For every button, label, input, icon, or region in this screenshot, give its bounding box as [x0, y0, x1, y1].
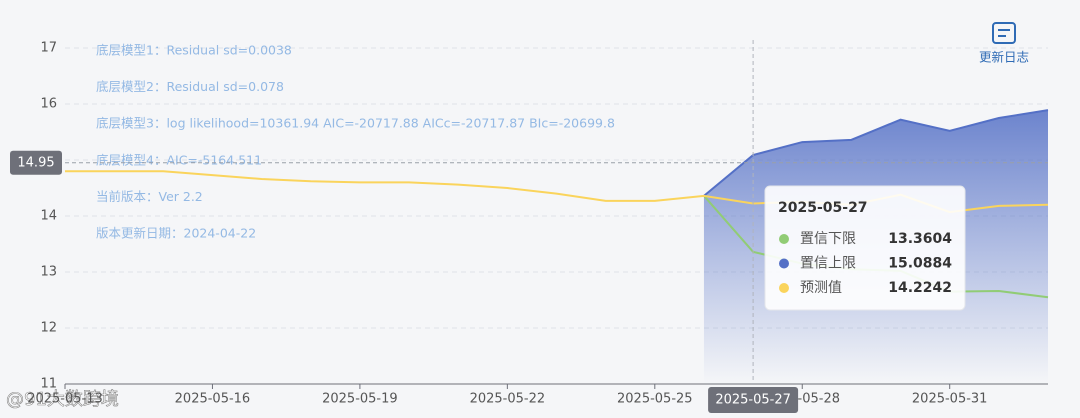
pointer-x-box [708, 387, 799, 413]
tooltip-dot [779, 234, 789, 244]
tooltip-value: 15.0884 [888, 256, 952, 272]
y-tick-label: 13 [40, 265, 57, 280]
tooltip: 2025-05-27 置信下限 13.3604 置信上限 15.0884 预测值 14.22… [764, 185, 966, 311]
tooltip-box [764, 185, 966, 311]
annotation: 底层模型3：log likelihood=10361.94 AIC=-20717… [96, 116, 615, 131]
series-line [703, 109, 1049, 197]
watermark: @91大数跨境 [6, 389, 119, 410]
y-tick-label: 17 [40, 41, 57, 56]
x-tick-label: 2025-05-31 [912, 392, 988, 407]
y-tick-label: 16 [40, 97, 57, 112]
annotation: 底层模型4：AIC=-5164.511 [96, 152, 262, 167]
y-tick-label: 12 [40, 321, 57, 336]
x-tick-label: 2025-05-16 [175, 392, 251, 407]
tooltip-name: 预测值 [800, 280, 842, 296]
annotation: 底层模型2：Residual sd=0.078 [96, 79, 284, 94]
tooltip-name: 置信上限 [800, 256, 856, 272]
tooltip-value: 14.2242 [888, 280, 952, 296]
tooltip-value: 13.3604 [888, 231, 952, 247]
y-tick-label: 11 [40, 377, 57, 392]
annotation: 版本更新日期：2024-04-22 [96, 226, 256, 241]
pointer-y-label: 14.95 [17, 155, 54, 170]
tooltip-dot [779, 258, 789, 269]
x-tick-label: 2025-05-25 [617, 392, 693, 407]
tooltip-name: 置信下限 [800, 231, 856, 247]
annotation: 底层模型1：Residual sd=0.0038 [96, 43, 292, 58]
x-tick-label: 2025-05-19 [322, 392, 398, 407]
x-tick-label: 2025-05-22 [470, 392, 546, 407]
pointer-x-label: 2025-05-27 [715, 393, 791, 408]
log-icon [992, 22, 1016, 44]
update-log-button[interactable]: 更新日志 [979, 22, 1029, 65]
pointer-y-box [10, 150, 62, 175]
x-tick-label: 2025-05-13 [27, 392, 103, 407]
tooltip-title: 2025-05-27 [778, 200, 868, 216]
tooltip-dot [779, 283, 789, 293]
y-tick-label: 14 [40, 209, 57, 224]
button-label: 更新日志 [979, 50, 1029, 65]
annotation: 当前版本：Ver 2.2 [96, 189, 203, 204]
